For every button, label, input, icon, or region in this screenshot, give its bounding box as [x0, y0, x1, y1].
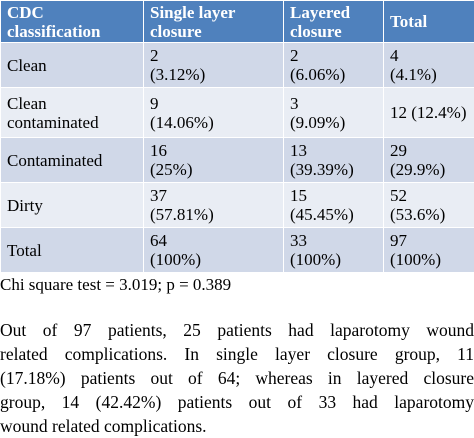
cell-line: (6.06%)	[290, 65, 377, 84]
paragraph-line: (17.18%) patients out of 64; whereas in …	[0, 366, 474, 390]
footnote: Chi square test = 3.019; p = 0.389	[0, 275, 231, 295]
cell-line: 97	[390, 231, 468, 250]
paragraph-line: wound related complications.	[0, 414, 474, 438]
cell-line: 9	[150, 94, 277, 113]
cell-line: closure	[150, 22, 277, 41]
cell-line: CDC	[7, 3, 137, 22]
cell-line: Clean	[7, 94, 137, 113]
cell-line: 33	[290, 231, 377, 250]
cell-line: (9.09%)	[290, 113, 377, 132]
paragraph-line: Out of 97 patients, 25 patients had lapa…	[0, 318, 474, 342]
cell-line: 37	[150, 186, 277, 205]
table-cell: 29(29.9%)	[384, 138, 474, 183]
cell-line: (53.6%)	[390, 205, 468, 224]
cell-line: 13	[290, 141, 377, 160]
table-cell: 52(53.6%)	[384, 183, 474, 228]
cell-line: (100%)	[390, 250, 468, 269]
table-cell: 64(100%)	[144, 228, 284, 273]
table-cell: 13(39.39%)	[284, 138, 384, 183]
table-cell: 37(57.81%)	[144, 183, 284, 228]
table-cell: Clean	[1, 43, 144, 88]
cell-line: Clean	[7, 56, 137, 75]
cell-line: 2	[290, 46, 377, 65]
cell-line: (14.06%)	[150, 113, 277, 132]
table-cell: Contaminated	[1, 138, 144, 183]
cell-line: 2	[150, 46, 277, 65]
cell-line: contaminated	[7, 113, 137, 132]
table-cell: Total	[1, 228, 144, 273]
cell-line: classification	[7, 22, 137, 41]
table-cell: 3(9.09%)	[284, 88, 384, 138]
cell-line: (100%)	[150, 250, 277, 269]
table-cell: Dirty	[1, 183, 144, 228]
cell-line: (45.45%)	[290, 205, 377, 224]
table-cell: 9(14.06%)	[144, 88, 284, 138]
table-cell: 2(6.06%)	[284, 43, 384, 88]
paragraph-line: related complications. In single layer c…	[0, 342, 474, 366]
cell-line: 16	[150, 141, 277, 160]
cell-line: (3.12%)	[150, 65, 277, 84]
cell-line: 52	[390, 186, 468, 205]
header-cell: Total	[384, 1, 474, 43]
cell-line: (25%)	[150, 160, 277, 179]
cell-line: Layered	[290, 3, 377, 22]
cell-line: 4	[390, 46, 468, 65]
cell-line: (4.1%)	[390, 65, 468, 84]
table-cell: 2(3.12%)	[144, 43, 284, 88]
paragraph-line: group, 14 (42.42%) patients out of 33 ha…	[0, 390, 474, 414]
cell-line: (57.81%)	[150, 205, 277, 224]
cell-line: 64	[150, 231, 277, 250]
cell-line: Total	[7, 241, 137, 260]
cell-line: Contaminated	[7, 151, 137, 170]
cell-line: (39.39%)	[290, 160, 377, 179]
table-cell: 33(100%)	[284, 228, 384, 273]
cell-line: 3	[290, 94, 377, 113]
cell-line: closure	[290, 22, 377, 41]
table-cell: 16(25%)	[144, 138, 284, 183]
table-cell: 12 (12.4%)	[384, 88, 474, 138]
cell-line: (100%)	[290, 250, 377, 269]
table-cell: 15(45.45%)	[284, 183, 384, 228]
cell-line: Total	[390, 12, 468, 31]
cell-line: 29	[390, 141, 468, 160]
cell-line: Dirty	[7, 196, 137, 215]
cell-line: 15	[290, 186, 377, 205]
cell-line: Single layer	[150, 3, 277, 22]
paragraph: Out of 97 patients, 25 patients had lapa…	[0, 318, 474, 438]
cell-line: 12 (12.4%)	[390, 103, 468, 122]
cell-line: (29.9%)	[390, 160, 468, 179]
table-cell: 4(4.1%)	[384, 43, 474, 88]
table-cell: 97(100%)	[384, 228, 474, 273]
